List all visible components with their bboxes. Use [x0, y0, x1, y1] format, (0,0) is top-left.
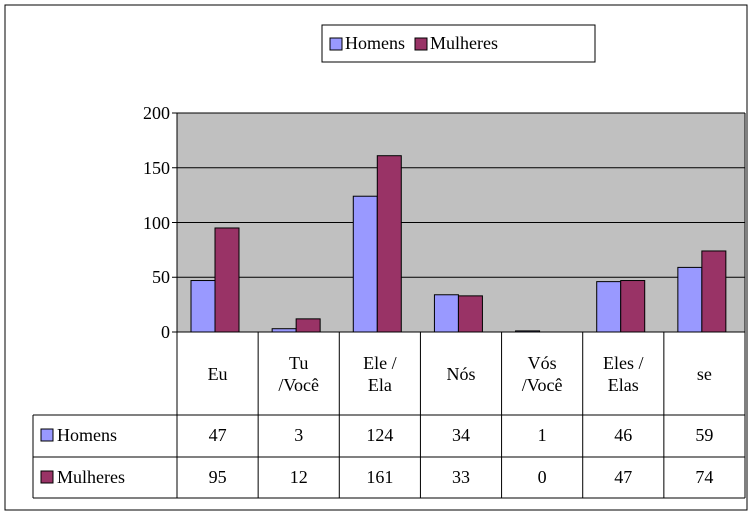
table-value: 34: [451, 425, 470, 445]
table-value: 95: [208, 467, 227, 487]
table-value: 74: [695, 467, 714, 487]
table-value: 33: [451, 467, 470, 487]
table-value: 47: [208, 425, 227, 445]
bar: [295, 318, 321, 333]
y-tick-label: 100: [143, 212, 170, 233]
bar: [457, 295, 483, 333]
legend-label: Mulheres: [57, 467, 125, 487]
table-value: 161: [366, 467, 394, 487]
table-value: 59: [695, 425, 714, 445]
legend-label: Homens: [345, 33, 405, 53]
category-label: Eles / Elas: [603, 352, 644, 395]
y-tick-label: 150: [143, 157, 170, 178]
bar: [677, 266, 703, 333]
category-label: Eu: [207, 363, 228, 384]
bar: [433, 294, 459, 333]
table-value: 1: [537, 425, 547, 445]
category-label: Tu /Você: [278, 352, 320, 395]
table-value: 0: [537, 467, 547, 487]
y-tick-label: 50: [152, 267, 170, 288]
bar: [376, 155, 402, 333]
bar: [620, 280, 646, 333]
bar: [596, 281, 622, 333]
bar: [515, 330, 541, 333]
table-value: 124: [366, 425, 394, 445]
table-value: 3: [294, 425, 304, 445]
legend-swatch: [329, 37, 343, 51]
legend-label: Mulheres: [430, 33, 498, 53]
legend-box: [321, 24, 596, 63]
category-label: Vós /Você: [521, 352, 563, 395]
legend-label: Homens: [57, 425, 117, 445]
bar: [701, 250, 727, 333]
category-label: Ele / Ela: [363, 352, 397, 395]
y-tick-label: 0: [161, 322, 170, 342]
y-tick-label: 200: [143, 103, 170, 123]
legend-swatch: [414, 37, 428, 51]
legend-swatch: [40, 470, 54, 484]
bar: [214, 227, 240, 333]
table-value: 12: [289, 467, 308, 487]
category-label: Nós: [446, 363, 476, 384]
bar: [271, 328, 297, 333]
bar: [190, 280, 216, 333]
category-label: se: [696, 363, 712, 384]
table-value: 46: [614, 425, 633, 445]
table-value: 47: [614, 467, 633, 487]
legend-swatch: [40, 428, 54, 442]
bar: [352, 195, 378, 333]
